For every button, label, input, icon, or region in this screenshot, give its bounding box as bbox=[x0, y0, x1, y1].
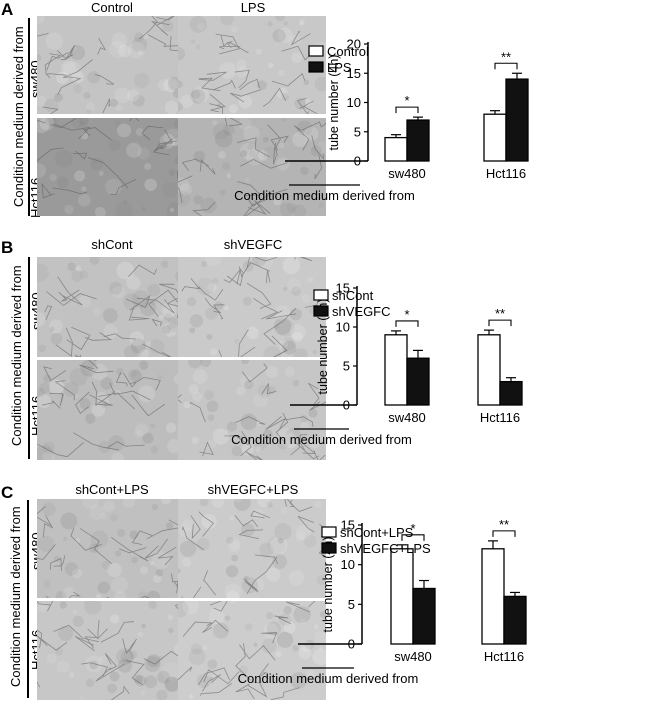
panel-letter: B bbox=[1, 238, 14, 257]
label-bracket-line bbox=[28, 257, 30, 459]
legend-swatch bbox=[313, 305, 329, 317]
legend-swatch bbox=[321, 526, 337, 538]
y-tick-label: 20 bbox=[347, 37, 361, 52]
panel-c: C shCont+LPS shVEGFC+LPS Condition mediu… bbox=[0, 473, 650, 701]
column-title: LPS bbox=[240, 0, 266, 15]
significance-bracket bbox=[494, 62, 518, 70]
legend-swatch bbox=[308, 45, 324, 57]
legend-swatch bbox=[321, 542, 337, 554]
significance-bracket bbox=[492, 530, 516, 537]
micrograph-image bbox=[37, 118, 185, 216]
significance-bracket bbox=[395, 320, 419, 327]
x-tick-label: sw480 bbox=[388, 166, 426, 181]
bar-chart: 0 5 10 15 tube number (4h) * sw480 ** Hct116 Cond… bbox=[238, 517, 527, 686]
micrograph-texture bbox=[37, 360, 185, 460]
micrograph-texture bbox=[178, 360, 326, 460]
micrograph-image bbox=[37, 499, 185, 598]
y-tick-label: 0 bbox=[354, 154, 361, 169]
bar bbox=[390, 548, 414, 645]
bar bbox=[384, 334, 408, 406]
column-title: shCont bbox=[91, 237, 133, 252]
micrograph-image bbox=[178, 118, 326, 216]
bar bbox=[384, 136, 408, 162]
significance-label: ** bbox=[499, 517, 509, 532]
column-title: shVEGFC bbox=[223, 237, 283, 252]
bar-chart: 0 5 10 15 20 tube number (4h) * sw480 ** Hct116 Co… bbox=[234, 37, 529, 203]
x-tick-label: sw480 bbox=[388, 410, 426, 425]
bar bbox=[483, 113, 507, 162]
bar bbox=[412, 587, 436, 645]
bar bbox=[505, 78, 529, 162]
legend-swatch bbox=[313, 289, 329, 301]
significance-label: ** bbox=[495, 306, 505, 321]
y-tick-label: 15 bbox=[341, 518, 355, 533]
bar bbox=[406, 357, 430, 406]
x-tick-label: Hct116 bbox=[480, 410, 520, 425]
legend-entry: LPS bbox=[327, 60, 352, 75]
label-bracket-line bbox=[27, 500, 29, 698]
x-tick-label: Hct116 bbox=[484, 649, 524, 664]
bar-chart: 0 5 10 15 tube number (4h) * sw480 ** Hct116 Cond… bbox=[231, 281, 523, 447]
legend-entry: shCont+LPS bbox=[340, 525, 414, 540]
micrograph-texture bbox=[178, 118, 326, 216]
significance-label: * bbox=[410, 521, 415, 536]
column-title: shCont+LPS bbox=[75, 482, 149, 497]
panel-b: B shCont shVEGFC Condition medium derive… bbox=[0, 233, 650, 463]
x-tick-label: Hct116 bbox=[486, 166, 526, 181]
y-tick-label: 5 bbox=[348, 597, 355, 612]
micrograph-image bbox=[178, 499, 326, 598]
x-tick-label: sw480 bbox=[394, 649, 432, 664]
micrograph-image bbox=[178, 360, 326, 460]
bar bbox=[503, 595, 527, 645]
bar bbox=[406, 119, 430, 162]
significance-bracket bbox=[488, 319, 512, 327]
y-tick-label: 15 bbox=[336, 281, 350, 296]
y-tick-label: 0 bbox=[348, 637, 355, 652]
significance-label: * bbox=[404, 93, 409, 108]
y-axis-label: tube number (4h) bbox=[321, 537, 335, 633]
micrograph-image bbox=[37, 360, 185, 460]
y-tick-label: 5 bbox=[343, 359, 350, 374]
x-axis-label: Condition medium derived from bbox=[231, 432, 412, 447]
micrograph-texture bbox=[37, 118, 185, 216]
bar bbox=[481, 548, 505, 645]
legend-entry: Control bbox=[327, 44, 369, 59]
x-axis-label: Condition medium derived from bbox=[234, 188, 415, 203]
y-tick-label: 0 bbox=[343, 398, 350, 413]
y-tick-label: 5 bbox=[354, 124, 361, 139]
micrograph-image bbox=[37, 16, 185, 114]
significance-bracket bbox=[395, 106, 419, 114]
panel-letter: C bbox=[1, 483, 14, 502]
y-tick-label: 10 bbox=[347, 95, 361, 110]
micrograph-texture bbox=[37, 16, 185, 114]
legend-entry: shCont bbox=[332, 288, 374, 303]
panel-letter: A bbox=[1, 0, 14, 19]
significance-label: * bbox=[404, 307, 409, 322]
column-title: Control bbox=[91, 0, 133, 15]
legend-entry: shVEGFC+LPS bbox=[340, 541, 431, 556]
label-bracket-line bbox=[28, 18, 30, 216]
y-tick-label: 15 bbox=[347, 66, 361, 81]
significance-bracket bbox=[401, 534, 425, 541]
micrograph-image bbox=[178, 257, 326, 357]
micrograph-texture bbox=[178, 257, 326, 357]
x-axis-label: Condition medium derived from bbox=[238, 671, 419, 686]
panel-a: A Control LPS Condition medium derived f… bbox=[0, 0, 650, 230]
micrograph-image bbox=[37, 601, 185, 700]
micrograph-texture bbox=[178, 499, 326, 598]
micrograph-texture bbox=[37, 499, 185, 598]
y-axis-label: tube number (4h) bbox=[316, 299, 330, 395]
micrograph-texture bbox=[37, 601, 185, 700]
bar bbox=[499, 380, 523, 406]
y-tick-label: 10 bbox=[336, 320, 350, 335]
legend-swatch bbox=[308, 61, 324, 73]
column-title: shVEGFC+LPS bbox=[207, 482, 299, 497]
y-axis-label: tube number (4h) bbox=[327, 55, 341, 151]
bar bbox=[477, 334, 501, 406]
legend-entry: shVEGFC bbox=[332, 304, 391, 319]
significance-label: ** bbox=[501, 49, 511, 64]
y-tick-label: 10 bbox=[341, 557, 355, 572]
